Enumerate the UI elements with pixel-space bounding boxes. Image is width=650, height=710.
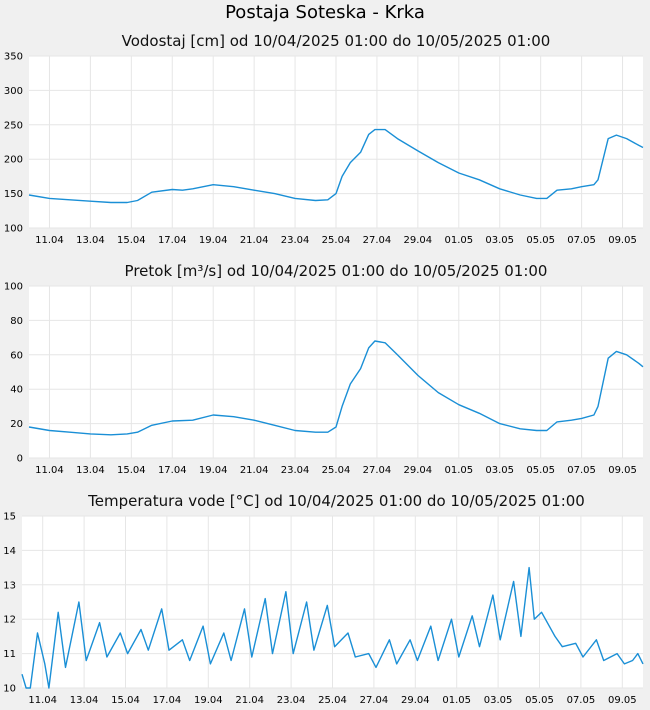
y-tick-label: 11 — [3, 649, 16, 660]
y-tick-label: 15 — [3, 512, 16, 523]
y-tick-label: 200 — [4, 155, 23, 166]
x-tick-label: 11.04 — [35, 235, 64, 246]
x-tick-label: 17.04 — [153, 695, 182, 706]
x-tick-label: 01.05 — [444, 235, 473, 246]
x-tick-label: 27.04 — [363, 465, 392, 476]
x-tick-label: 01.05 — [442, 695, 471, 706]
chart-title: Vodostaj [cm] od 10/04/2025 01:00 do 10/… — [122, 32, 551, 50]
y-tick-label: 10 — [3, 684, 16, 695]
y-tick-label: 60 — [10, 350, 23, 361]
chart-2: Pretok [m³/s] od 10/04/2025 01:00 do 10/… — [4, 262, 644, 476]
x-tick-label: 15.04 — [111, 695, 140, 706]
y-tick-label: 12 — [3, 615, 16, 626]
x-tick-label: 25.04 — [322, 235, 351, 246]
x-tick-label: 21.04 — [240, 235, 269, 246]
y-tick-label: 300 — [4, 86, 23, 97]
y-tick-label: 13 — [3, 580, 16, 591]
x-tick-label: 09.05 — [608, 235, 637, 246]
y-tick-label: 100 — [4, 282, 23, 293]
x-tick-label: 25.04 — [318, 695, 347, 706]
chart-title: Pretok [m³/s] od 10/04/2025 01:00 do 10/… — [125, 262, 548, 280]
y-tick-label: 350 — [4, 52, 23, 63]
x-tick-label: 15.04 — [117, 465, 146, 476]
x-tick-label: 09.05 — [608, 465, 637, 476]
x-tick-label: 25.04 — [322, 465, 351, 476]
x-tick-label: 07.05 — [567, 235, 596, 246]
chart-3: Temperatura vode [°C] od 10/04/2025 01:0… — [3, 492, 644, 706]
y-tick-label: 20 — [10, 419, 23, 430]
x-tick-label: 07.05 — [567, 465, 596, 476]
y-tick-label: 80 — [10, 316, 23, 327]
x-tick-label: 21.04 — [240, 465, 269, 476]
x-tick-label: 29.04 — [404, 235, 433, 246]
x-tick-label: 05.05 — [526, 235, 555, 246]
x-tick-label: 19.04 — [199, 465, 228, 476]
y-tick-label: 250 — [4, 120, 23, 131]
x-tick-label: 15.04 — [117, 235, 146, 246]
x-tick-label: 13.04 — [76, 465, 105, 476]
x-tick-label: 11.04 — [35, 465, 64, 476]
x-tick-label: 19.04 — [199, 235, 228, 246]
x-tick-label: 03.05 — [484, 695, 513, 706]
x-tick-label: 29.04 — [401, 695, 430, 706]
series-line — [28, 128, 644, 204]
x-tick-label: 23.04 — [281, 235, 310, 246]
y-tick-label: 40 — [10, 385, 23, 396]
x-tick-label: 29.04 — [404, 465, 433, 476]
x-tick-label: 03.05 — [485, 235, 514, 246]
x-tick-label: 05.05 — [525, 695, 554, 706]
x-tick-label: 13.04 — [76, 235, 105, 246]
x-tick-label: 03.05 — [485, 465, 514, 476]
x-tick-label: 23.04 — [277, 695, 306, 706]
x-tick-label: 27.04 — [363, 235, 392, 246]
y-tick-label: 100 — [4, 224, 23, 235]
x-tick-label: 17.04 — [158, 465, 187, 476]
x-tick-label: 13.04 — [70, 695, 99, 706]
x-tick-label: 11.04 — [28, 695, 57, 706]
x-tick-label: 19.04 — [194, 695, 223, 706]
x-tick-label: 05.05 — [526, 465, 555, 476]
page-title: Postaja Soteska - Krka — [225, 2, 425, 23]
series-line — [28, 340, 644, 436]
chart-1: Vodostaj [cm] od 10/04/2025 01:00 do 10/… — [4, 32, 644, 246]
x-tick-label: 07.05 — [567, 695, 596, 706]
x-tick-label: 23.04 — [281, 465, 310, 476]
chart-title: Temperatura vode [°C] od 10/04/2025 01:0… — [87, 492, 585, 510]
series-line — [21, 566, 644, 689]
y-tick-label: 150 — [4, 189, 23, 200]
x-tick-label: 01.05 — [444, 465, 473, 476]
x-tick-label: 21.04 — [235, 695, 264, 706]
y-tick-label: 14 — [3, 546, 16, 557]
x-tick-label: 09.05 — [608, 695, 637, 706]
x-tick-label: 27.04 — [360, 695, 389, 706]
y-tick-label: 0 — [17, 454, 23, 465]
x-tick-label: 17.04 — [158, 235, 187, 246]
